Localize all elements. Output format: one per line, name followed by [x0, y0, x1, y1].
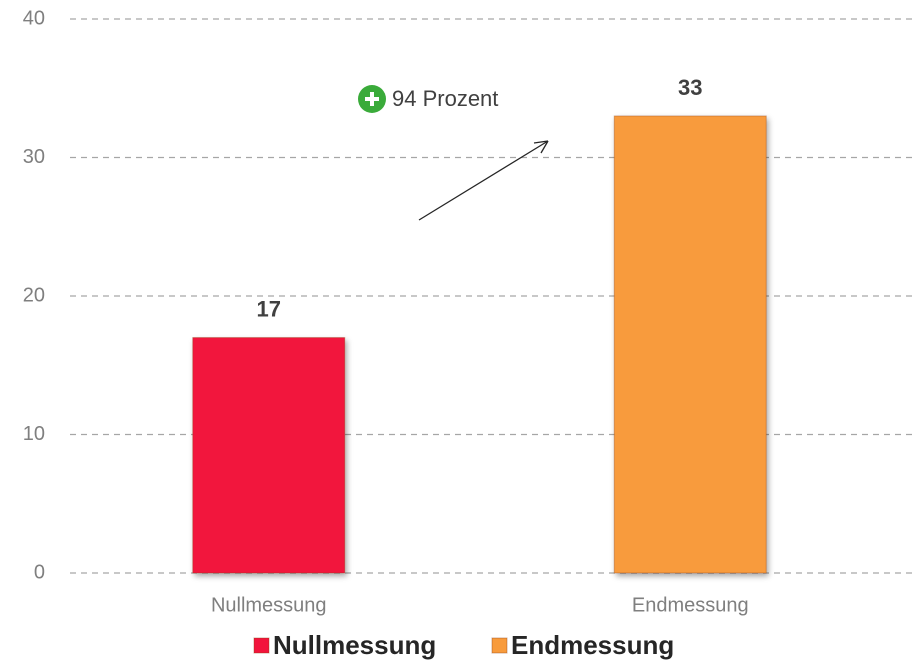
legend-swatch	[491, 637, 508, 654]
x-tick-label: Nullmessung	[211, 594, 327, 616]
plus-sign	[365, 92, 379, 106]
plot: 0 10 20 30 40 Nullmessung Endmessung 17 33 Nullme…	[23, 7, 913, 660]
data-label: 33	[678, 75, 702, 100]
legend-label: Endmessung	[511, 630, 674, 660]
annotation: 94 Prozent	[358, 85, 549, 221]
bar	[613, 115, 767, 574]
x-tick-label: Endmessung	[632, 594, 749, 616]
y-tick-label: 0	[34, 561, 45, 583]
annotation-text: 94 Prozent	[392, 86, 498, 111]
bar	[192, 337, 346, 574]
arrow-head	[533, 140, 549, 154]
y-tick-label: 30	[23, 146, 45, 168]
y-tick-label: 40	[23, 7, 45, 29]
y-tick-label: 20	[23, 284, 45, 306]
y-tick-label: 10	[23, 423, 45, 445]
data-label: 17	[257, 296, 281, 321]
arrow-line	[418, 140, 549, 221]
legend-label: Nullmessung	[273, 630, 436, 660]
legend-swatch	[253, 637, 270, 654]
legend: Nullmessung Endmessung	[253, 630, 674, 660]
